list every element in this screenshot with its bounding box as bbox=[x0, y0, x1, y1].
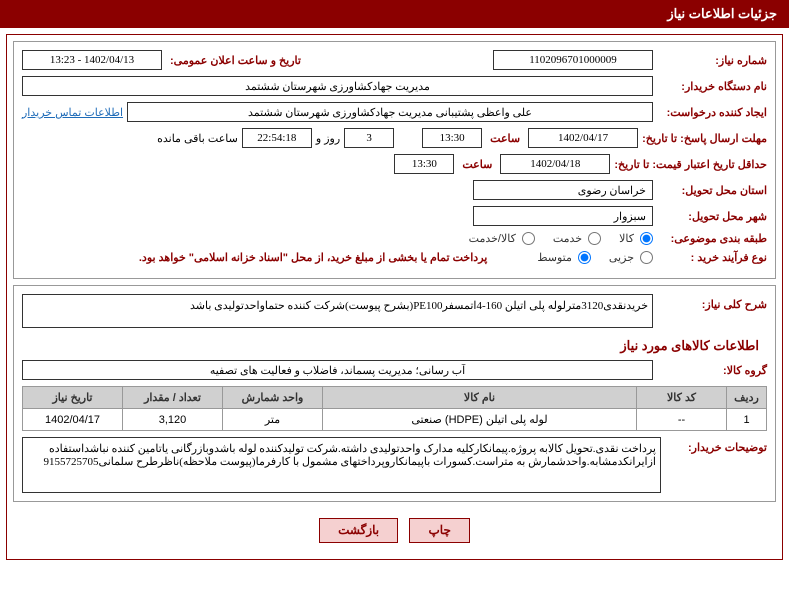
cell-date: 1402/04/17 bbox=[23, 409, 123, 431]
cell-row: 1 bbox=[727, 409, 767, 431]
radio-goods-service-label: کالا/خدمت bbox=[469, 232, 516, 245]
details-section: شرح کلی نیاز: اطلاعات کالاهای مورد نیاز … bbox=[13, 285, 776, 502]
cell-unit: متر bbox=[223, 409, 323, 431]
validity-label: حداقل تاریخ اعتبار قیمت: تا تاریخ: bbox=[614, 158, 767, 171]
buy-type-label: نوع فرآیند خرید : bbox=[657, 251, 767, 264]
row-desc: شرح کلی نیاز: bbox=[22, 294, 767, 328]
category-radios: کالا خدمت کالا/خدمت bbox=[457, 232, 653, 245]
province-label: استان محل تحویل: bbox=[657, 184, 767, 197]
cell-name: لوله پلی اتیلن (HDPE) صنعتی bbox=[323, 409, 637, 431]
th-code: کد کالا bbox=[637, 387, 727, 409]
th-date: تاریخ نیاز bbox=[23, 387, 123, 409]
buyer-org-label: نام دستگاه خریدار: bbox=[657, 80, 767, 93]
buyer-notes-field[interactable] bbox=[22, 437, 661, 493]
row-city: شهر محل تحویل: bbox=[22, 206, 767, 226]
row-deadline: مهلت ارسال پاسخ: تا تاریخ: ساعت روز و سا… bbox=[22, 128, 767, 148]
validity-date-field[interactable] bbox=[500, 154, 610, 174]
buyer-notes-row: توضیحات خریدار: bbox=[22, 437, 767, 493]
page-header: جزئیات اطلاعات نیاز bbox=[0, 0, 789, 28]
th-row: ردیف bbox=[727, 387, 767, 409]
radio-partial-label: جزیی bbox=[609, 251, 634, 264]
cell-code: -- bbox=[637, 409, 727, 431]
requester-label: ایجاد کننده درخواست: bbox=[657, 106, 767, 119]
table-header-row: ردیف کد کالا نام کالا واحد شمارش تعداد /… bbox=[23, 387, 767, 409]
desc-label: شرح کلی نیاز: bbox=[657, 294, 767, 311]
deadline-time-field[interactable] bbox=[422, 128, 482, 148]
payment-note: پرداخت تمام یا بخشی از مبلغ خرید، از محل… bbox=[139, 251, 487, 264]
row-validity: حداقل تاریخ اعتبار قیمت: تا تاریخ: ساعت bbox=[22, 154, 767, 174]
th-unit: واحد شمارش bbox=[223, 387, 323, 409]
time-label-2: ساعت bbox=[458, 158, 496, 171]
th-qty: تعداد / مقدار bbox=[123, 387, 223, 409]
button-bar: چاپ بازگشت bbox=[13, 508, 776, 553]
cell-qty: 3,120 bbox=[123, 409, 223, 431]
print-button[interactable]: چاپ bbox=[409, 518, 469, 543]
radio-goods[interactable] bbox=[640, 232, 653, 245]
radio-service-label: خدمت bbox=[553, 232, 582, 245]
row-group: گروه کالا: bbox=[22, 360, 767, 380]
deadline-label: مهلت ارسال پاسخ: تا تاریخ: bbox=[642, 132, 767, 145]
main-frame: شماره نیاز: تاریخ و ساعت اعلان عمومی: نا… bbox=[6, 34, 783, 560]
row-requester: ایجاد کننده درخواست: اطلاعات تماس خریدار bbox=[22, 102, 767, 122]
radio-goods-service[interactable] bbox=[522, 232, 535, 245]
row-need-no: شماره نیاز: تاریخ و ساعت اعلان عمومی: bbox=[22, 50, 767, 70]
radio-partial[interactable] bbox=[640, 251, 653, 264]
row-buyer-org: نام دستگاه خریدار: bbox=[22, 76, 767, 96]
radio-medium-label: متوسط bbox=[537, 251, 572, 264]
info-section: شماره نیاز: تاریخ و ساعت اعلان عمومی: نا… bbox=[13, 41, 776, 279]
radio-medium[interactable] bbox=[578, 251, 591, 264]
radio-service[interactable] bbox=[588, 232, 601, 245]
announce-label: تاریخ و ساعت اعلان عمومی: bbox=[166, 54, 305, 67]
th-name: نام کالا bbox=[323, 387, 637, 409]
table-row: 1 -- لوله پلی اتیلن (HDPE) صنعتی متر 3,1… bbox=[23, 409, 767, 431]
remaining-label: ساعت باقی مانده bbox=[157, 132, 238, 145]
buy-type-radios: جزیی متوسط bbox=[525, 251, 653, 264]
row-category: طبقه بندی موضوعی: کالا خدمت کالا/خدمت bbox=[22, 232, 767, 245]
goods-heading: اطلاعات کالاهای مورد نیاز bbox=[22, 338, 759, 354]
city-label: شهر محل تحویل: bbox=[657, 210, 767, 223]
goods-table: ردیف کد کالا نام کالا واحد شمارش تعداد /… bbox=[22, 386, 767, 431]
days-label: روز و bbox=[316, 132, 340, 145]
announce-field[interactable] bbox=[22, 50, 162, 70]
validity-time-field[interactable] bbox=[394, 154, 454, 174]
need-no-label: شماره نیاز: bbox=[657, 54, 767, 67]
days-field bbox=[344, 128, 394, 148]
category-label: طبقه بندی موضوعی: bbox=[657, 232, 767, 245]
hours-field bbox=[242, 128, 312, 148]
contact-link[interactable]: اطلاعات تماس خریدار bbox=[22, 106, 123, 119]
need-no-field[interactable] bbox=[493, 50, 653, 70]
header-title: جزئیات اطلاعات نیاز bbox=[667, 6, 777, 21]
radio-goods-label: کالا bbox=[619, 232, 634, 245]
city-field[interactable] bbox=[473, 206, 653, 226]
row-province: استان محل تحویل: bbox=[22, 180, 767, 200]
requester-field[interactable] bbox=[127, 102, 653, 122]
buyer-notes-label: توضیحات خریدار: bbox=[667, 437, 767, 454]
time-remaining: روز و ساعت باقی مانده bbox=[157, 128, 394, 148]
group-field[interactable] bbox=[22, 360, 653, 380]
time-label-1: ساعت bbox=[486, 132, 524, 145]
buyer-org-field[interactable] bbox=[22, 76, 653, 96]
desc-field[interactable] bbox=[22, 294, 653, 328]
deadline-date-field[interactable] bbox=[528, 128, 638, 148]
back-button[interactable]: بازگشت bbox=[319, 518, 398, 543]
group-label: گروه کالا: bbox=[657, 364, 767, 377]
row-buy-type: نوع فرآیند خرید : جزیی متوسط پرداخت تمام… bbox=[22, 251, 767, 264]
province-field[interactable] bbox=[473, 180, 653, 200]
